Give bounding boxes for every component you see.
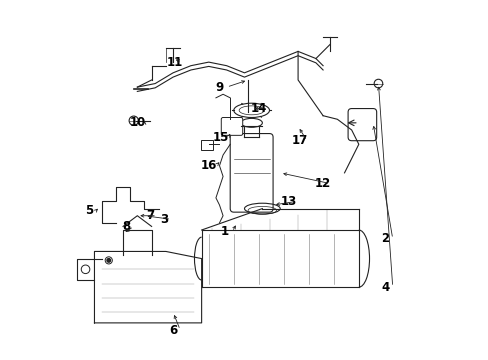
Text: 3: 3 [160, 213, 168, 226]
FancyBboxPatch shape [230, 134, 272, 212]
Text: 4: 4 [381, 281, 389, 294]
Text: 7: 7 [145, 209, 154, 222]
Text: 2: 2 [381, 233, 389, 246]
Text: 11: 11 [166, 55, 183, 69]
Text: 15: 15 [213, 131, 229, 144]
Text: 1: 1 [221, 225, 228, 238]
Circle shape [107, 258, 110, 262]
Text: 10: 10 [129, 116, 145, 129]
FancyBboxPatch shape [201, 140, 213, 150]
Text: 14: 14 [250, 102, 266, 115]
Text: 16: 16 [200, 159, 217, 172]
FancyBboxPatch shape [347, 109, 376, 141]
Text: 6: 6 [168, 324, 177, 337]
FancyBboxPatch shape [221, 117, 242, 135]
Text: 8: 8 [122, 220, 130, 233]
Text: 13: 13 [281, 195, 297, 208]
Text: 17: 17 [291, 134, 307, 147]
Text: 5: 5 [85, 204, 93, 217]
Text: 12: 12 [314, 177, 330, 190]
Text: 9: 9 [215, 81, 223, 94]
